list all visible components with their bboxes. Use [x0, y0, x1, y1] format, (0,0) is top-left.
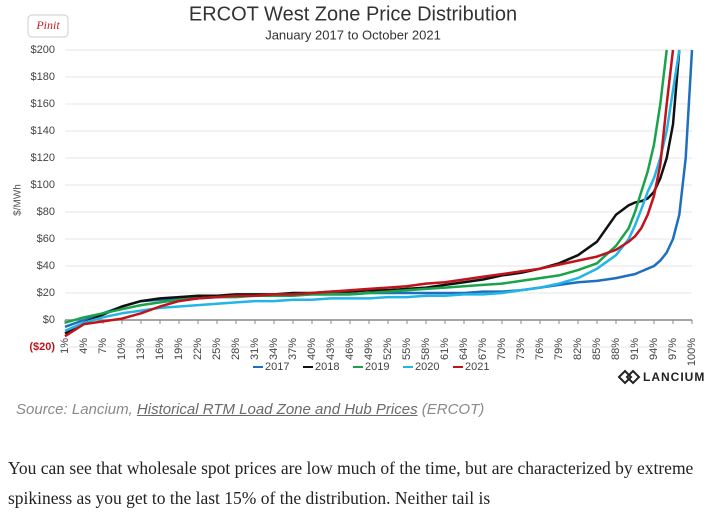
logo-icon [617, 369, 641, 385]
x-tick-label: 97% [667, 338, 679, 360]
y-tick-label: $140 [31, 125, 55, 137]
series-line [64, 49, 668, 324]
pin-button-label[interactable]: Pinit [35, 18, 60, 32]
y-tick-label: $80 [37, 206, 55, 218]
x-tick-label: 19% [173, 338, 185, 360]
legend-label: 2021 [465, 361, 489, 373]
pin-button[interactable]: Pinit [27, 14, 69, 38]
legend-label: 2017 [265, 361, 289, 373]
logo-text: LANCIUM [643, 370, 705, 384]
legend-label: 2018 [315, 361, 339, 373]
series-group [64, 49, 681, 335]
x-tick-label: 70% [496, 338, 508, 360]
x-tick-label: 88% [610, 338, 622, 360]
x-tick-label: 34% [268, 338, 280, 360]
series-line [64, 49, 681, 335]
x-tick-label: 64% [458, 338, 470, 360]
series-line [64, 49, 675, 338]
y-tick-label: $180 [31, 71, 55, 83]
series-line [64, 49, 681, 332]
x-tick-label: 55% [401, 338, 413, 360]
chart-subtitle: January 2017 to October 2021 [265, 27, 441, 42]
x-tick-label: 4% [78, 338, 90, 354]
y-tick-label: $100 [31, 179, 55, 191]
pin-button-box[interactable] [27, 14, 69, 38]
x-tick-label: 82% [572, 338, 584, 360]
source-prefix: Source: Lancium, [16, 401, 137, 418]
x-tick-label: 85% [591, 338, 603, 360]
y-tick-label: $0 [43, 314, 55, 326]
x-tick-label: 46% [344, 338, 356, 360]
paragraph: You can see that wholesale spot prices a… [8, 458, 694, 508]
x-tick-label: 58% [420, 338, 432, 360]
x-tick-label: 37% [287, 338, 299, 360]
x-tick-label: 43% [325, 338, 337, 360]
logo: LANCIUM [617, 369, 705, 385]
x-tick-label: 67% [477, 338, 489, 360]
y-tick-label: $200 [31, 44, 55, 56]
x-tick-label: 13% [135, 338, 147, 360]
y-tick-label: ($20) [29, 341, 55, 353]
y-tick-label: $120 [31, 152, 55, 164]
y-tick-label: $160 [31, 98, 55, 110]
x-tick-label: 79% [553, 338, 565, 360]
x-tick-label: 94% [648, 338, 660, 360]
y-axis-label: $/MWh [13, 184, 24, 216]
series-group [64, 49, 694, 328]
x-tick-label: 91% [629, 338, 641, 360]
y-tick-label: $60 [37, 233, 55, 245]
x-tick-label: 49% [363, 338, 375, 360]
x-tick-label: 52% [382, 338, 394, 360]
series-group [64, 49, 681, 332]
x-tick-label: 1% [59, 338, 71, 354]
chart: Pinit ERCOT West Zone Price Distribution… [13, 3, 705, 385]
x-tick-label: 76% [534, 338, 546, 360]
x-tick-label: 22% [192, 338, 204, 360]
chart-title: ERCOT West Zone Price Distribution [189, 3, 517, 25]
x-tick-label: 10% [116, 338, 128, 360]
x-tick-label: 40% [306, 338, 318, 360]
legend-label: 2019 [365, 361, 389, 373]
x-tick-label: 100% [686, 338, 698, 366]
series-group [64, 49, 675, 338]
x-tick-label: 16% [154, 338, 166, 360]
y-tick-label: $40 [37, 260, 55, 272]
x-tick-label: 73% [515, 338, 527, 360]
source-link[interactable]: Historical RTM Load Zone and Hub Prices [136, 401, 418, 418]
x-tick-label: 28% [230, 338, 242, 360]
y-tick-label: $20 [37, 287, 55, 299]
series-line [64, 49, 694, 328]
source-suffix: (ERCOT) [417, 401, 485, 418]
source-line: Source: Lancium, Historical RTM Load Zon… [16, 401, 484, 418]
series-group [64, 49, 668, 324]
x-tick-label: 7% [97, 338, 109, 354]
x-tick-label: 25% [211, 338, 223, 360]
x-tick-label: 61% [439, 338, 451, 360]
x-tick-label: 31% [249, 338, 261, 360]
legend-label: 2020 [415, 361, 439, 373]
